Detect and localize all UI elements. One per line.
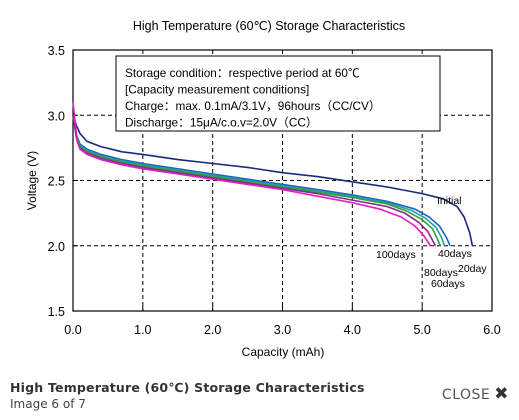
series-label: 60days bbox=[431, 278, 465, 290]
series-line-100days bbox=[72, 102, 432, 247]
y-tick-label: 3.0 bbox=[48, 109, 65, 123]
series-label: 20day bbox=[458, 263, 487, 275]
annotation-line: Storage condition：respective period at 6… bbox=[125, 66, 360, 80]
chart-svg: High Temperature (60℃) Storage Character… bbox=[25, 19, 501, 359]
series-label: Initial bbox=[437, 195, 462, 207]
image-counter: Image 6 of 7 bbox=[10, 397, 86, 411]
x-tick-label: 5.0 bbox=[413, 323, 430, 337]
y-tick-label: 2.5 bbox=[48, 175, 65, 189]
caption-title: High Temperature (60℃) Storage Character… bbox=[10, 380, 365, 395]
series-line-20days bbox=[72, 115, 451, 247]
annotation-box bbox=[115, 55, 441, 132]
y-tick-label: 3.5 bbox=[48, 44, 65, 58]
x-tick-label: 0.0 bbox=[64, 323, 81, 337]
series-label: 40days bbox=[438, 248, 472, 260]
x-tick-label: 4.0 bbox=[344, 323, 361, 337]
series-label: 80days bbox=[424, 267, 458, 279]
x-tick-label: 3.0 bbox=[274, 323, 291, 337]
close-button[interactable]: CLOSE ✖ bbox=[442, 386, 509, 403]
x-tick-label: 1.0 bbox=[134, 323, 151, 337]
chart-title: High Temperature (60℃) Storage Character… bbox=[133, 19, 405, 33]
series-line-40days bbox=[72, 115, 446, 247]
x-axis-label: Capacity (mAh) bbox=[242, 345, 325, 359]
annotation-line: Charge：max. 0.1mA/3.1V，96hours（CC/CV） bbox=[125, 99, 381, 113]
x-tick-label: 2.0 bbox=[204, 323, 221, 337]
series-line-initial bbox=[72, 115, 474, 246]
annotation-line: [Capacity measurement conditions] bbox=[125, 83, 309, 97]
close-label: CLOSE bbox=[441, 386, 491, 403]
series-line-60days bbox=[72, 115, 442, 247]
annotation-line: Discharge：15μA/c.o.v=2.0V（CC） bbox=[125, 116, 318, 130]
y-tick-label: 1.5 bbox=[48, 305, 65, 319]
x-tick-label: 6.0 bbox=[483, 323, 500, 337]
series-line-80days bbox=[72, 115, 437, 247]
y-axis-label: Voltage (V) bbox=[25, 151, 39, 210]
caption-area: High Temperature (60℃) Storage Character… bbox=[10, 380, 430, 411]
series-label: 100days bbox=[376, 249, 416, 261]
chart-container: High Temperature (60℃) Storage Character… bbox=[25, 19, 501, 359]
y-tick-label: 2.0 bbox=[48, 240, 65, 254]
close-icon: ✖ bbox=[494, 384, 509, 404]
